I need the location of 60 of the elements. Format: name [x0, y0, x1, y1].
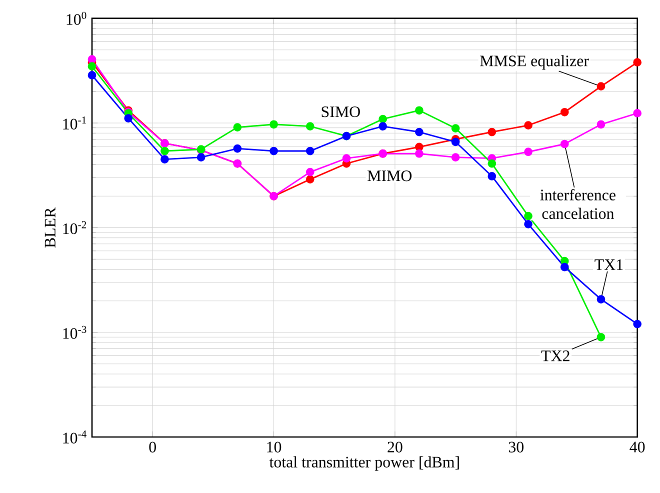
point [270, 146, 278, 156]
y-tick-label: 10$^{0}$ [66, 12, 86, 25]
y-tick-label: 10$^{-1}$ [63, 116, 86, 130]
y-axis-title: BLER [44, 207, 56, 248]
x-axis-title: total transmitter power [dBm] [269, 456, 459, 471]
annotation: SIMO [322, 106, 360, 118]
point [233, 123, 242, 132]
point [633, 320, 642, 328]
point [88, 71, 96, 80]
point [524, 148, 532, 156]
x-tick-label: 30 [508, 442, 524, 452]
point [415, 106, 424, 115]
x-tick-label: 40 [630, 442, 645, 452]
point [633, 58, 642, 67]
point [451, 153, 460, 162]
point [560, 108, 569, 116]
point [596, 82, 606, 91]
x-tick-label: 20 [388, 442, 402, 452]
annotation: MMSE equalizer [480, 55, 589, 70]
y-tick-label: 10$^{-4}$ [63, 430, 86, 444]
annotation: interference cancelation [540, 189, 616, 219]
point [342, 154, 351, 162]
y-tick-label: 10$^{-3}$ [63, 326, 86, 339]
point [488, 159, 496, 168]
point [488, 172, 496, 180]
annotation: MIMO [368, 170, 412, 182]
point [451, 124, 460, 132]
y-tick-label: 10$^{-2}$ [63, 221, 86, 234]
x-tick-label: 10 [267, 442, 282, 452]
point [524, 121, 532, 130]
point [415, 149, 424, 158]
point [378, 114, 388, 124]
point [196, 153, 206, 162]
point [306, 146, 314, 156]
annotation: TX2 [541, 350, 570, 362]
point [306, 122, 314, 130]
point [233, 144, 242, 153]
point [633, 109, 642, 118]
point [306, 168, 314, 176]
point [270, 120, 278, 129]
point [160, 155, 169, 164]
x-tick-label: 0 [149, 442, 156, 452]
point [415, 142, 424, 152]
point [596, 120, 606, 129]
point [415, 128, 424, 136]
point [560, 140, 569, 148]
point [88, 55, 96, 64]
point [596, 295, 606, 304]
point [488, 128, 496, 136]
point [524, 220, 532, 228]
annotation: TX1 [594, 259, 623, 270]
point [560, 262, 569, 272]
point [451, 138, 460, 146]
point [124, 114, 133, 122]
point [378, 122, 388, 130]
point [306, 175, 314, 184]
point [596, 332, 606, 342]
point [524, 212, 532, 220]
point [160, 146, 169, 156]
point [88, 62, 96, 71]
